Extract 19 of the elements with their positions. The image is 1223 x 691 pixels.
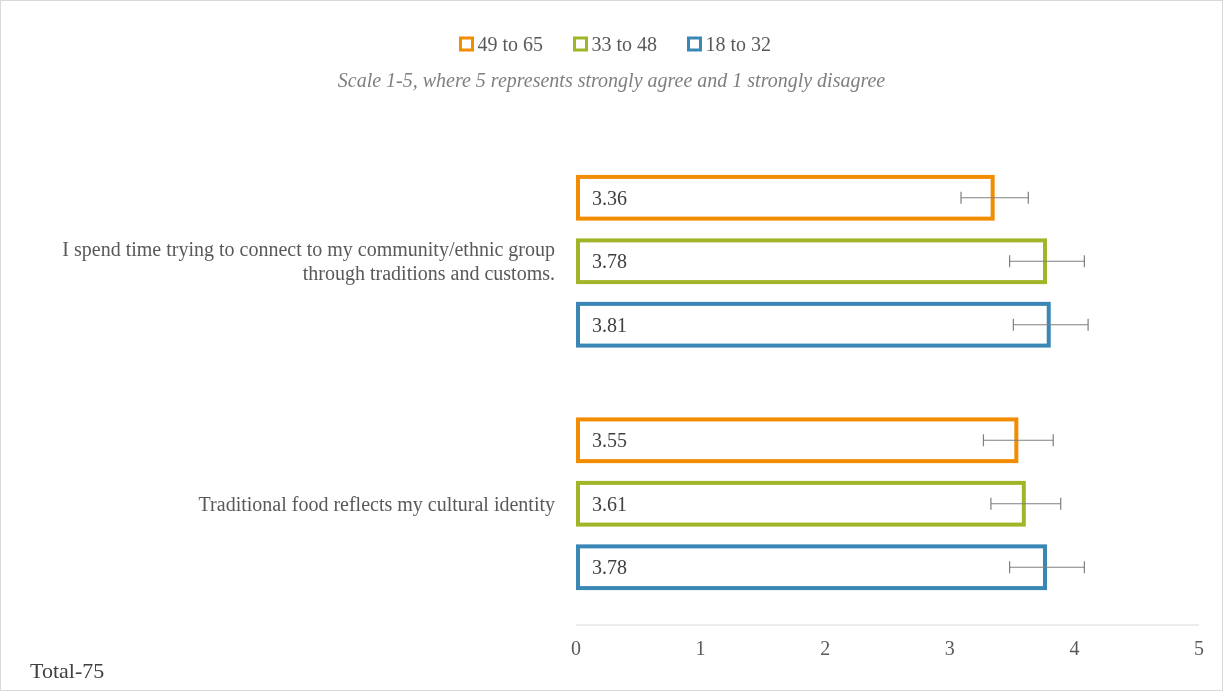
legend-label: 33 to 48 [591,33,658,55]
x-tick-label: 2 [820,637,831,659]
x-tick-label: 3 [944,637,955,659]
legend-label: 18 to 32 [705,33,772,55]
x-tick-label: 5 [1194,637,1204,659]
data-label: 3.81 [592,313,627,336]
x-tick-label: 1 [695,637,706,659]
data-label: 3.36 [592,186,627,209]
legend-label: 49 to 65 [477,33,544,55]
data-label: 3.78 [592,250,627,273]
data-label: 3.61 [592,492,627,515]
text: Total-75 [30,657,105,683]
y-tick-label: Traditional food reflects my cultural identity [198,492,555,516]
chart-subtitle: Scale 1-5, where 5 represents strongly agree and 1 strongly disagree [337,69,886,92]
x-tick-label: 0 [571,637,581,659]
x-tick-label: 4 [1069,637,1080,659]
data-label: 3.78 [592,556,627,579]
data-label: 3.55 [592,429,627,452]
y-tick-label: I spend time trying to connect to my community/ethnic group through traditions and customs. [62,238,555,286]
